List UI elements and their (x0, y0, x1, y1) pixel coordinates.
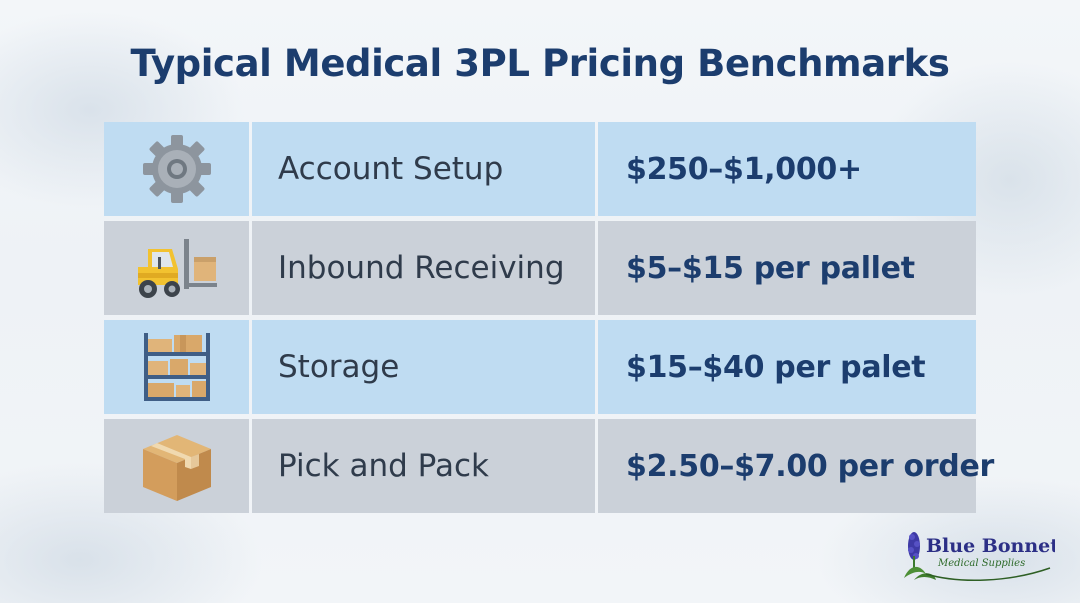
logo-text: Blue Bonnet (926, 535, 1055, 557)
page-title: Typical Medical 3PL Pricing Benchmarks (130, 42, 950, 85)
row-label: Pick and Pack (252, 419, 595, 513)
table-row: Storage $15–$40 per palet (104, 320, 976, 414)
row-price: $15–$40 per palet (598, 320, 976, 414)
icon-cell (104, 320, 249, 414)
forklift-icon (137, 239, 217, 298)
row-label: Account Setup (252, 122, 595, 216)
row-price: $5–$15 per pallet (598, 221, 976, 315)
pricing-table: Account Setup $250–$1,000+ Inbound Recei… (104, 122, 994, 518)
row-price: $250–$1,000+ (598, 122, 976, 216)
blue-bonnet-logo: Blue Bonnet Medical Supplies (904, 532, 1055, 581)
table-row: Inbound Receiving $5–$15 per pallet (104, 221, 976, 315)
shelves-icon (143, 333, 210, 401)
logo-subtext: Medical Supplies (937, 558, 1025, 569)
icon-cell (104, 122, 249, 216)
box-icon (142, 435, 211, 501)
row-price: $2.50–$7.00 per order (598, 419, 994, 513)
icon-cell (104, 419, 249, 513)
row-label: Inbound Receiving (252, 221, 595, 315)
table-row: Pick and Pack $2.50–$7.00 per order (104, 419, 994, 513)
icon-cell (104, 221, 249, 315)
table-row: Account Setup $250–$1,000+ (104, 122, 976, 216)
gear-icon (142, 135, 211, 203)
row-label: Storage (252, 320, 595, 414)
